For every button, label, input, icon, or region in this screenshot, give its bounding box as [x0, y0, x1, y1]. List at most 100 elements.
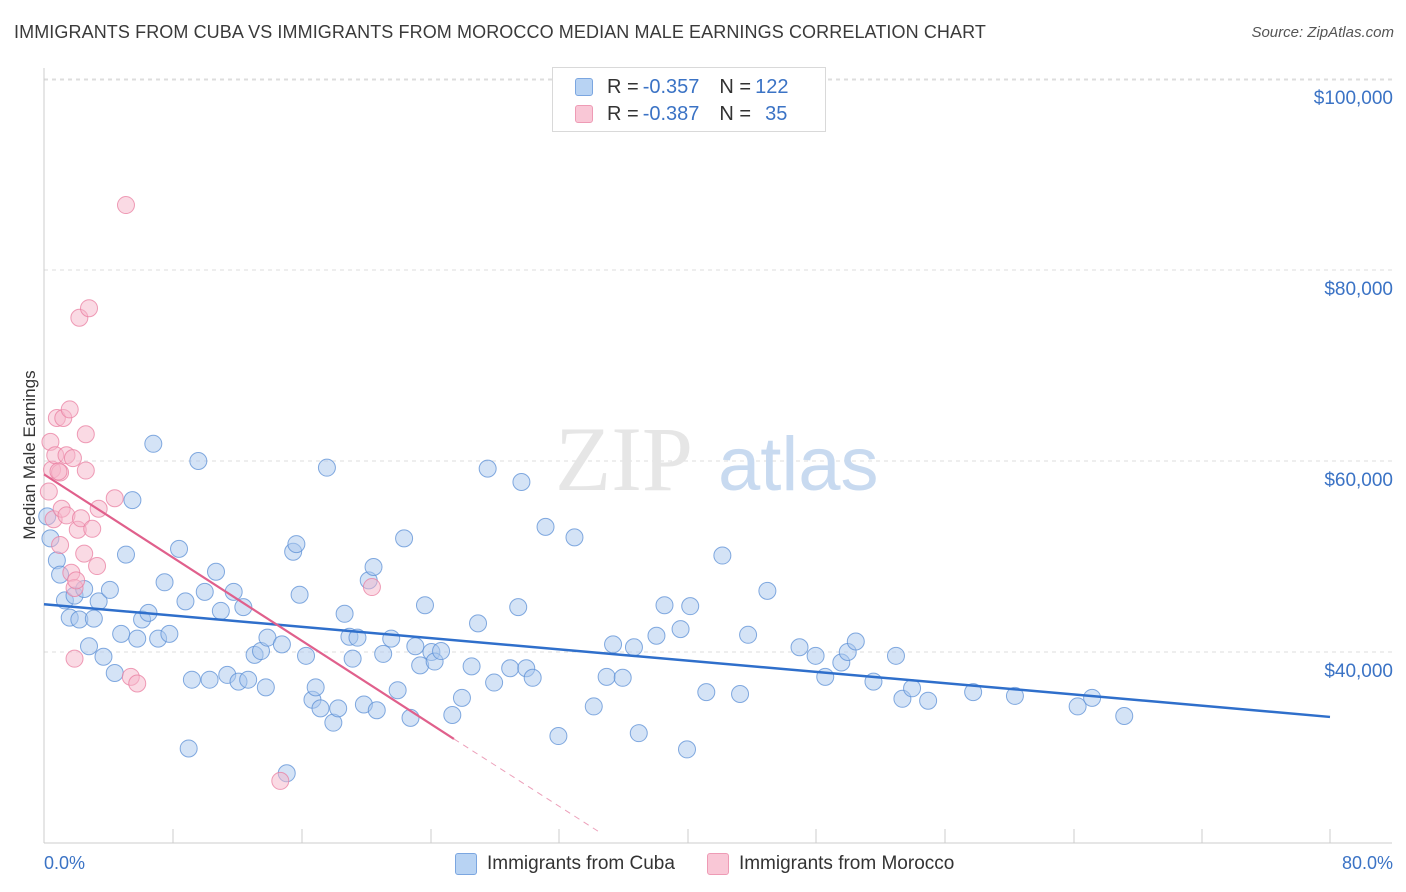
cuba-point: [212, 602, 229, 619]
morocco-points: [40, 197, 380, 790]
cuba-point: [117, 546, 134, 563]
morocco-point: [64, 450, 81, 467]
cuba-point: [566, 529, 583, 546]
y-tick-labels: $40,000 $60,000 $80,000 $100,000: [1314, 88, 1393, 682]
cuba-point: [180, 740, 197, 757]
cuba-point: [145, 435, 162, 452]
cuba-point: [740, 626, 757, 643]
y-tick-label: $40,000: [1324, 661, 1393, 682]
cuba-point: [106, 665, 123, 682]
legend-r-label: R =: [607, 103, 639, 126]
cuba-point: [470, 615, 487, 632]
cuba-point: [183, 671, 200, 688]
cuba-point: [273, 636, 290, 653]
cuba-point: [416, 597, 433, 614]
cuba-point: [101, 581, 118, 598]
cuba-point: [396, 530, 413, 547]
cuba-point: [524, 669, 541, 686]
cuba-point: [486, 674, 503, 691]
legend-r-value-cuba: -0.357: [643, 76, 700, 99]
cuba-point: [196, 583, 213, 600]
morocco-point: [50, 463, 67, 480]
cuba-point: [904, 680, 921, 697]
legend-n-label: N =: [719, 76, 751, 99]
cuba-point: [307, 679, 324, 696]
morocco-point: [76, 545, 93, 562]
cuba-point: [847, 633, 864, 650]
cuba-point: [510, 599, 527, 616]
series-legend-cuba: Immigrants from Cuba: [455, 853, 675, 875]
y-tick-label: $100,000: [1314, 88, 1393, 109]
cuba-point: [1116, 707, 1133, 724]
watermark: ZIP atlas: [555, 408, 879, 510]
cuba-point: [190, 453, 207, 470]
stats-legend: R = -0.357 N = 122 R = -0.387 N = 35: [552, 67, 826, 132]
cuba-point: [463, 658, 480, 675]
cuba-point: [630, 725, 647, 742]
cuba-point: [585, 698, 602, 715]
cuba-point: [389, 682, 406, 699]
cuba-point: [614, 669, 631, 686]
legend-swatch-morocco: [575, 105, 593, 123]
cuba-point: [240, 671, 257, 688]
cuba-point: [383, 630, 400, 647]
cuba-point: [318, 459, 335, 476]
cuba-point: [171, 540, 188, 557]
cuba-point: [368, 702, 385, 719]
morocco-point: [66, 650, 83, 667]
cuba-point: [330, 700, 347, 717]
cuba-point: [336, 605, 353, 622]
cuba-point: [698, 684, 715, 701]
cuba-point: [537, 518, 554, 535]
cuba-point: [759, 582, 776, 599]
x-tick-label-max: 80.0%: [1342, 853, 1393, 873]
watermark-atlas: atlas: [718, 422, 879, 507]
legend-n-label: N =: [719, 103, 751, 126]
cuba-point: [920, 692, 937, 709]
cuba-point: [129, 630, 146, 647]
cuba-point: [679, 741, 696, 758]
cuba-point: [375, 645, 392, 662]
morocco-point: [40, 483, 57, 500]
legend-n-value-morocco: 35: [765, 103, 787, 126]
legend-r-value-morocco: -0.387: [643, 103, 700, 126]
cuba-point: [288, 536, 305, 553]
morocco-point: [363, 579, 380, 596]
morocco-point: [89, 558, 106, 575]
cuba-point: [161, 625, 178, 642]
cuba-point: [298, 647, 315, 664]
y-axis-title: Median Male Earnings: [20, 370, 39, 539]
morocco-trendline-extension: [454, 739, 599, 832]
cuba-point: [682, 598, 699, 615]
cuba-point: [817, 668, 834, 685]
morocco-point: [61, 401, 78, 418]
legend-row-morocco: R = -0.387 N = 35: [575, 101, 787, 127]
morocco-point: [129, 675, 146, 692]
cuba-point: [791, 639, 808, 656]
morocco-point: [106, 490, 123, 507]
cuba-point: [177, 593, 194, 610]
cuba-point: [113, 625, 130, 642]
cuba-point: [656, 597, 673, 614]
y-tick-label: $60,000: [1324, 470, 1393, 491]
cuba-point: [433, 643, 450, 660]
cuba-point: [605, 636, 622, 653]
series-label-morocco: Immigrants from Morocco: [739, 853, 954, 875]
morocco-point: [81, 300, 98, 317]
cuba-point: [648, 627, 665, 644]
cuba-point: [513, 474, 530, 491]
chart-canvas: ZIP atlas $40,000$60,000$80,000$100,000 …: [0, 0, 1406, 892]
y-tick-label: $80,000: [1324, 279, 1393, 300]
morocco-point: [117, 197, 134, 214]
series-label-cuba: Immigrants from Cuba: [487, 853, 675, 875]
cuba-point: [81, 638, 98, 655]
cuba-point: [672, 621, 689, 638]
cuba-point: [201, 671, 218, 688]
watermark-zip: ZIP: [555, 408, 693, 510]
cuba-trendline: [44, 604, 1330, 717]
trendlines: [44, 474, 1330, 831]
legend-r-label: R =: [607, 76, 639, 99]
cuba-point: [365, 559, 382, 576]
morocco-point: [272, 772, 289, 789]
cuba-point: [85, 610, 102, 627]
